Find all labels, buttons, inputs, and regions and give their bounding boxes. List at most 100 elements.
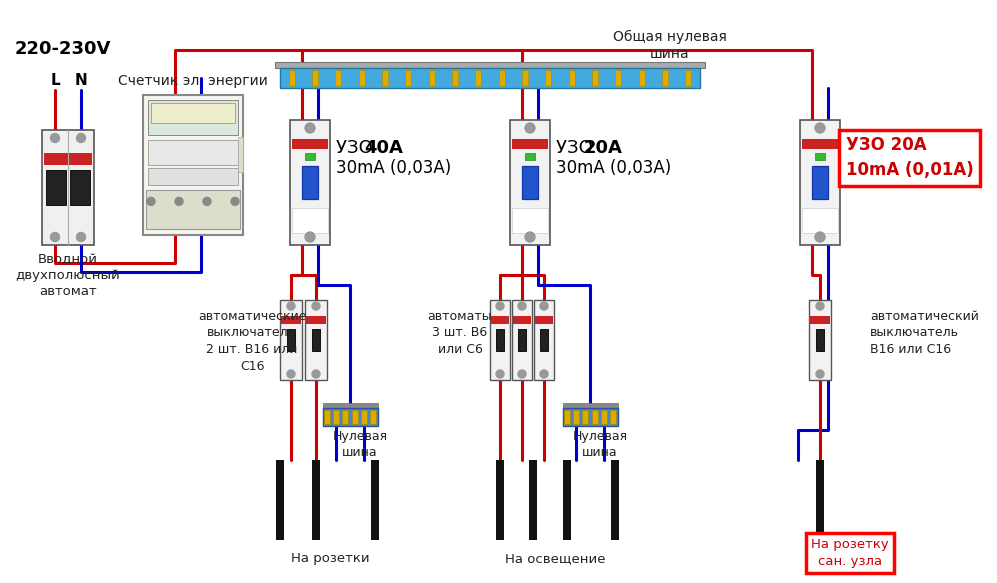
Circle shape bbox=[147, 198, 155, 205]
Circle shape bbox=[312, 302, 320, 310]
Text: 30mA (0,03А): 30mA (0,03А) bbox=[556, 159, 671, 177]
Circle shape bbox=[518, 302, 526, 310]
Circle shape bbox=[816, 370, 824, 378]
Bar bbox=[287, 329, 295, 351]
Circle shape bbox=[312, 370, 320, 378]
Bar bbox=[525, 153, 535, 160]
Bar bbox=[564, 410, 570, 424]
Bar bbox=[289, 70, 295, 86]
Bar bbox=[342, 410, 348, 424]
Bar bbox=[522, 70, 528, 86]
Bar bbox=[335, 70, 341, 86]
Text: Счетчик эл. энергии: Счетчик эл. энергии bbox=[118, 74, 268, 88]
Bar bbox=[312, 329, 320, 351]
Bar bbox=[815, 153, 825, 160]
Text: автоматические
выключатели
2 шт. В16 или
С16: автоматические выключатели 2 шт. В16 или… bbox=[197, 310, 306, 373]
Text: автоматы
3 шт. В6
или С6: автоматы 3 шт. В6 или С6 bbox=[428, 310, 493, 356]
Text: N: N bbox=[75, 73, 88, 88]
Bar bbox=[592, 70, 598, 86]
Text: Нулевая
шина: Нулевая шина bbox=[332, 430, 388, 459]
Bar bbox=[562, 408, 617, 426]
Bar bbox=[148, 140, 238, 165]
Text: 40А: 40А bbox=[364, 139, 403, 157]
Bar bbox=[322, 408, 378, 426]
Bar bbox=[70, 170, 90, 205]
Bar bbox=[305, 153, 315, 160]
Bar bbox=[491, 316, 509, 324]
Circle shape bbox=[540, 302, 548, 310]
Bar bbox=[591, 410, 597, 424]
Bar bbox=[359, 70, 365, 86]
Bar bbox=[306, 316, 326, 324]
Bar bbox=[535, 316, 553, 324]
Bar bbox=[452, 70, 458, 86]
Circle shape bbox=[815, 232, 825, 242]
Bar bbox=[522, 166, 538, 199]
Bar bbox=[146, 190, 240, 229]
Bar bbox=[280, 300, 302, 380]
Text: 30mA (0,03А): 30mA (0,03А) bbox=[336, 159, 452, 177]
Bar bbox=[512, 208, 548, 233]
Bar bbox=[275, 62, 705, 68]
Bar bbox=[302, 166, 318, 199]
Circle shape bbox=[305, 232, 315, 242]
Circle shape bbox=[287, 370, 295, 378]
Text: автоматический
выключатель
В16 или С16: автоматический выключатель В16 или С16 bbox=[870, 310, 979, 356]
Text: УЗО: УЗО bbox=[556, 139, 598, 157]
Circle shape bbox=[77, 134, 86, 142]
Bar bbox=[305, 300, 327, 380]
Bar bbox=[529, 460, 537, 540]
Bar bbox=[148, 168, 238, 185]
Circle shape bbox=[540, 370, 548, 378]
Circle shape bbox=[816, 302, 824, 310]
Bar bbox=[545, 70, 551, 86]
Bar bbox=[611, 460, 619, 540]
Bar bbox=[510, 120, 550, 245]
Text: На освещение: На освещение bbox=[504, 552, 605, 565]
Text: Нулевая
шина: Нулевая шина bbox=[572, 430, 627, 459]
Bar bbox=[534, 300, 554, 380]
Bar bbox=[512, 139, 548, 149]
Circle shape bbox=[518, 370, 526, 378]
Text: L: L bbox=[50, 73, 60, 88]
Bar bbox=[816, 329, 824, 351]
Bar bbox=[562, 403, 617, 408]
Text: На розетку
сан. узла: На розетку сан. узла bbox=[812, 538, 889, 568]
Bar bbox=[281, 316, 301, 324]
Bar bbox=[312, 460, 320, 540]
Bar bbox=[582, 410, 588, 424]
Bar bbox=[151, 103, 235, 122]
Bar bbox=[498, 70, 504, 86]
Bar bbox=[322, 403, 378, 408]
Bar bbox=[816, 460, 824, 540]
Bar bbox=[292, 208, 328, 233]
Bar bbox=[490, 300, 510, 380]
Bar bbox=[429, 70, 435, 86]
Bar bbox=[568, 70, 574, 86]
Bar bbox=[292, 139, 328, 149]
Bar bbox=[406, 70, 412, 86]
Bar bbox=[333, 410, 339, 424]
Bar bbox=[371, 460, 379, 540]
Bar bbox=[513, 316, 531, 324]
Circle shape bbox=[496, 302, 504, 310]
Bar bbox=[148, 100, 238, 135]
Bar bbox=[540, 329, 548, 351]
Text: 20А: 20А bbox=[584, 139, 623, 157]
Text: Вводной
двухполюсный
автомат: Вводной двухполюсный автомат bbox=[16, 253, 121, 298]
Bar bbox=[810, 316, 830, 324]
Bar bbox=[361, 410, 367, 424]
Circle shape bbox=[525, 232, 535, 242]
Bar bbox=[46, 170, 66, 205]
Bar bbox=[496, 460, 504, 540]
Circle shape bbox=[175, 198, 183, 205]
Bar bbox=[370, 410, 376, 424]
Bar bbox=[802, 208, 838, 233]
Bar bbox=[802, 139, 838, 149]
Circle shape bbox=[51, 233, 60, 241]
Bar bbox=[662, 70, 668, 86]
Circle shape bbox=[815, 123, 825, 133]
Bar bbox=[800, 120, 840, 245]
Text: УЗО: УЗО bbox=[336, 139, 379, 157]
Circle shape bbox=[496, 370, 504, 378]
